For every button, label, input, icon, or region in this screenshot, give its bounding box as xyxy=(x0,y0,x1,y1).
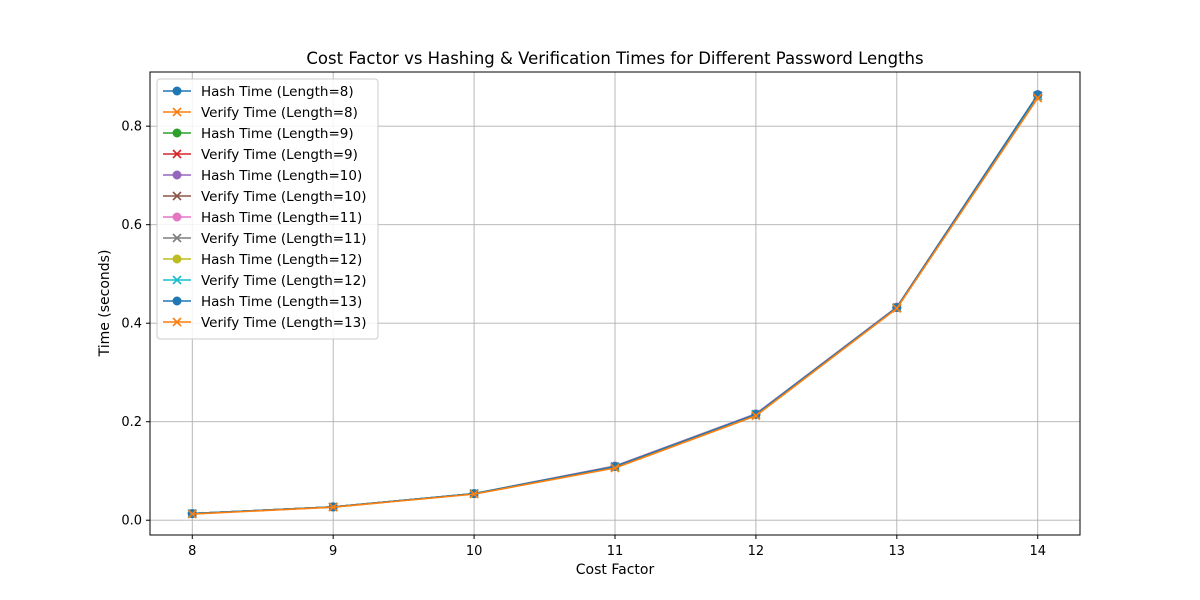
legend-item: Hash Time (Length=11) xyxy=(163,210,362,226)
legend-label: Verify Time (Length=8) xyxy=(201,105,358,121)
legend-label: Verify Time (Length=13) xyxy=(201,315,367,331)
y-tick-label: 0.6 xyxy=(121,218,142,233)
x-tick-label: 12 xyxy=(748,544,765,559)
data-point xyxy=(469,489,479,499)
series-layer xyxy=(187,90,1043,519)
data-point xyxy=(328,502,338,512)
legend-label: Verify Time (Length=10) xyxy=(201,189,367,205)
legend-label: Hash Time (Length=13) xyxy=(201,294,362,310)
legend-marker xyxy=(172,275,182,285)
legend-marker xyxy=(172,254,182,264)
legend-item: Verify Time (Length=9) xyxy=(163,147,358,163)
legend: Hash Time (Length=8) Verify Time (Length=… xyxy=(156,78,379,340)
legend-label: Verify Time (Length=9) xyxy=(201,147,358,163)
legend-marker xyxy=(172,149,182,159)
x-tick-label: 9 xyxy=(329,544,337,559)
chart-title: Cost Factor vs Hashing & Verification Ti… xyxy=(306,49,923,68)
data-point xyxy=(892,303,902,313)
legend-marker xyxy=(172,191,182,201)
legend-marker xyxy=(172,296,182,306)
legend-item: Hash Time (Length=9) xyxy=(163,126,354,142)
y-axis-label: Time (seconds) xyxy=(97,250,113,358)
legend-label: Hash Time (Length=10) xyxy=(201,168,362,184)
x-axis-label: Cost Factor xyxy=(576,562,655,578)
data-point xyxy=(1033,93,1043,103)
legend-item: Hash Time (Length=8) xyxy=(163,84,354,100)
y-tick-label: 0.4 xyxy=(121,317,142,332)
legend-label: Hash Time (Length=11) xyxy=(201,210,362,226)
y-tick-label: 0.0 xyxy=(121,514,142,529)
legend-marker xyxy=(172,107,182,117)
y-tick-label: 0.2 xyxy=(121,415,142,430)
legend-item: Hash Time (Length=12) xyxy=(163,252,362,268)
series-12 xyxy=(187,93,1043,519)
legend-marker xyxy=(172,233,182,243)
x-tick-label: 8 xyxy=(188,544,196,559)
legend-marker xyxy=(172,86,182,96)
x-tick-label: 13 xyxy=(889,544,906,559)
axis-ticks: 8 9 10 11 12 13 14 0.0 0.2 0.4 0.6 0.8 xyxy=(121,120,1046,559)
x-tick-label: 14 xyxy=(1029,544,1046,559)
legend-item: Hash Time (Length=13) xyxy=(163,294,362,310)
legend-item: Verify Time (Length=13) xyxy=(163,315,367,331)
legend-label: Hash Time (Length=8) xyxy=(201,84,354,100)
legend-marker xyxy=(172,128,182,138)
legend-label: Hash Time (Length=9) xyxy=(201,126,354,142)
legend-marker xyxy=(172,170,182,180)
legend-label: Verify Time (Length=12) xyxy=(201,273,367,289)
legend-item: Verify Time (Length=10) xyxy=(163,189,367,205)
legend-item: Hash Time (Length=10) xyxy=(163,168,362,184)
legend-marker xyxy=(172,212,182,222)
legend-label: Verify Time (Length=11) xyxy=(201,231,367,247)
data-point xyxy=(610,463,620,473)
legend-label: Hash Time (Length=12) xyxy=(201,252,362,268)
x-tick-label: 11 xyxy=(607,544,624,559)
legend-item: Verify Time (Length=8) xyxy=(163,105,358,121)
legend-item: Verify Time (Length=12) xyxy=(163,273,367,289)
y-tick-label: 0.8 xyxy=(121,120,142,135)
data-point xyxy=(751,411,761,421)
x-tick-label: 10 xyxy=(466,544,483,559)
legend-marker xyxy=(172,317,182,327)
legend-item: Verify Time (Length=11) xyxy=(163,231,367,247)
legend-box xyxy=(156,78,379,340)
data-point xyxy=(187,509,197,519)
